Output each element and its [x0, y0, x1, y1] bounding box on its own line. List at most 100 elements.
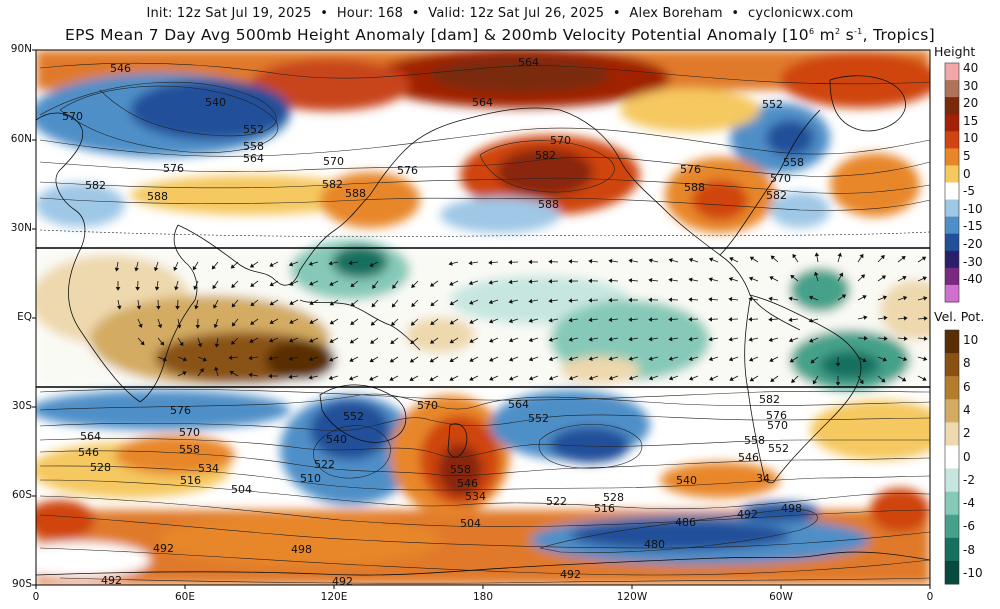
wind-vector-arrow [628, 336, 639, 342]
wind-vector-arrow [770, 255, 779, 263]
wind-vector-arrow [877, 295, 888, 301]
wind-vector-arrow [410, 318, 419, 326]
wind-vector-arrow [389, 356, 399, 363]
contour-label: 516 [594, 502, 615, 515]
wind-vector-arrow [877, 336, 888, 341]
colorbar-swatch [945, 80, 959, 98]
wind-vector-arrow [548, 356, 559, 362]
north-america-east [719, 109, 821, 256]
wind-vector-arrow [134, 261, 139, 272]
wind-vector-arrow [688, 336, 699, 342]
wind-vector-arrow [708, 277, 719, 282]
contour-label: 570 [62, 110, 83, 123]
wind-vector-arrow [250, 299, 259, 307]
axis-tick-marks [32, 49, 931, 589]
sh-height-contours [39, 388, 930, 584]
lon-tick-label: 0 [32, 591, 40, 603]
wind-vector-arrow [835, 375, 841, 386]
contour-label: 564 [472, 96, 493, 109]
wind-vector-arrow [369, 261, 379, 267]
wind-vector-arrow [668, 277, 679, 283]
contour-label: 534 [198, 462, 219, 475]
title-exponent: 6 [808, 26, 815, 36]
wind-vector-arrow [508, 259, 519, 265]
wind-vector-arrow [808, 295, 819, 301]
wind-vector-arrow [814, 252, 820, 263]
contour-labels: 5465705405525585645765825885705825885765… [62, 56, 804, 588]
contour-label: 564 [80, 430, 101, 443]
wind-vector-arrow [289, 280, 299, 286]
title-units: m [814, 26, 835, 44]
wind-vector-arrow [588, 336, 599, 342]
colorbar-tick-label: -6 [963, 519, 975, 534]
wind-vector-arrow [349, 356, 359, 362]
run-info-line: Init: 12z Sat Jul 19, 2025 • Hour: 168 •… [0, 6, 1000, 21]
wind-vector-arrow [749, 256, 759, 263]
wind-vector-arrow [588, 278, 599, 284]
wind-vector-arrow [328, 375, 339, 381]
contour-label: 546 [78, 446, 99, 459]
wind-vector-arrow [214, 366, 219, 377]
wind-vector-arrow [508, 279, 519, 285]
wind-vector-arrow [648, 356, 659, 361]
colorbar-swatch [945, 445, 959, 470]
wind-vector-arrow [528, 375, 539, 381]
contour-label: 546 [738, 451, 759, 464]
wind-vector-arrow [309, 299, 319, 305]
wind-vector-arrow [370, 318, 379, 326]
wind-vector-arrow [469, 375, 479, 381]
colorbar-tick-label: 20 [963, 96, 979, 111]
colorbar-swatch [945, 514, 959, 539]
colorbar-tick-label: 40 [963, 61, 979, 75]
wind-vector-arrow [812, 375, 819, 385]
contour-label: 486 [675, 516, 696, 529]
wind-vector-arrow [668, 297, 679, 303]
wind-vector-arrow [411, 299, 419, 308]
wind-vector-arrow [568, 356, 579, 362]
wind-vector-arrow [857, 253, 864, 263]
wind-vector-arrow [392, 280, 399, 289]
wind-vector-arrow [548, 337, 559, 342]
wind-vector-arrow [608, 297, 619, 303]
nh-height-contours [39, 62, 930, 237]
colorbar-tick-label: 0 [963, 449, 971, 464]
wind-vector-arrow [917, 356, 928, 361]
wind-vector-arrow [857, 315, 868, 320]
wind-vector-arrow [309, 280, 319, 286]
wind-vector-arrow [728, 316, 739, 322]
contour-label: 570 [550, 134, 571, 147]
wind-vector-arrow [528, 337, 539, 343]
wind-vector-arrow [568, 317, 579, 323]
wind-vector-arrow [708, 356, 719, 362]
wind-vector-arrow [350, 299, 359, 307]
contour-label: 498 [781, 502, 802, 515]
wind-vector-arrow [308, 375, 319, 380]
wind-vector-arrow [877, 255, 885, 263]
wind-vector-arrow [288, 374, 299, 380]
wind-vector-arrow [329, 318, 339, 325]
wind-vector-arrow [648, 258, 659, 263]
wind-vector-arrow [508, 299, 519, 304]
contour-label: 546 [457, 477, 478, 490]
wind-vector-arrow [568, 278, 579, 284]
asia-coast [177, 107, 561, 286]
wind-vector-arrow [729, 257, 739, 263]
wind-vector-arrow [249, 261, 259, 268]
wind-vector-arrow [568, 259, 579, 264]
wind-vector-arrow [308, 356, 319, 362]
colorbar-tick-label: 10 [963, 131, 979, 146]
wind-vector-arrow [668, 336, 679, 342]
wind-vector-arrow [489, 375, 499, 381]
contour-label: 492 [737, 508, 758, 521]
forecast-hour: Hour: 168 [336, 6, 404, 21]
wind-vector-arrow [648, 297, 659, 303]
wind-vector-arrow [197, 337, 203, 348]
title-exponent: 2 [835, 26, 841, 36]
wind-vector-arrow [349, 337, 359, 344]
wind-vector-arrow [430, 318, 439, 326]
wind-vector-arrow [789, 356, 799, 363]
wind-vector-arrow [449, 356, 459, 363]
colorbar-tick-label: -5 [963, 184, 975, 199]
wind-vector-arrow [897, 295, 908, 301]
sh-height-anomaly-shading [36, 390, 930, 585]
